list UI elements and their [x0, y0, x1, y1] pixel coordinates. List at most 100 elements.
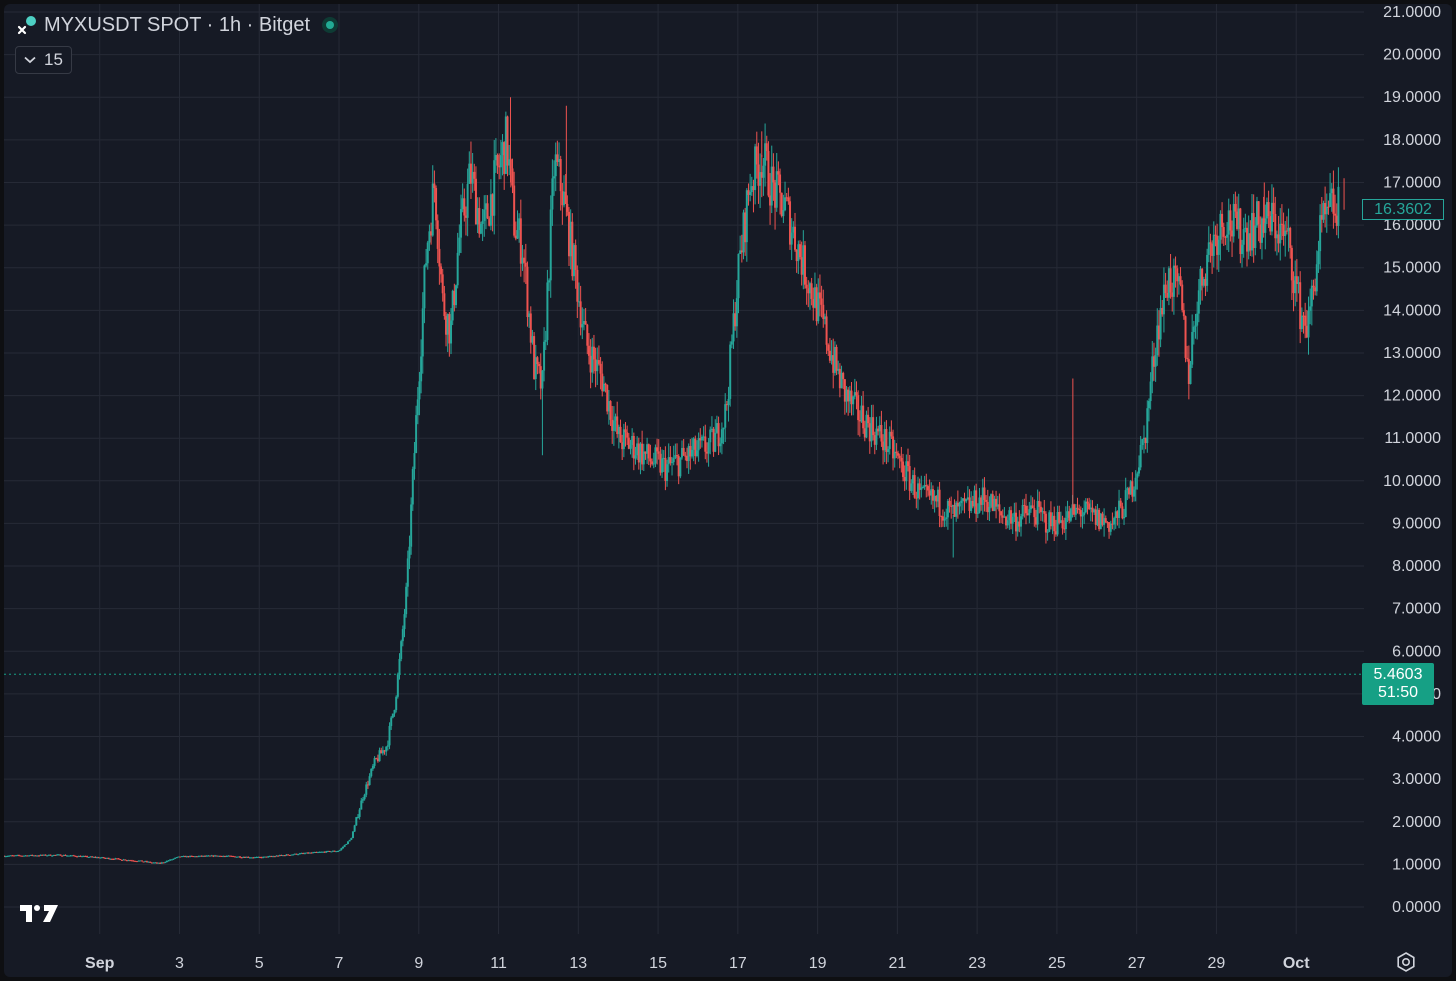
candle-body [832, 355, 835, 373]
candle-body [539, 366, 542, 389]
candle-body [1016, 521, 1019, 532]
candle-body [1227, 210, 1230, 235]
candle-body [1161, 307, 1164, 315]
candle-body [107, 857, 110, 859]
candle-body [946, 500, 949, 518]
candle-body [817, 292, 820, 322]
candle-body [21, 855, 24, 857]
candle-body [762, 165, 765, 178]
time-axis: Sep 3 5 7 9 11 13 15 17 19 21 23 25 27 29 Oct [85, 955, 1310, 972]
candle-body [494, 155, 497, 161]
candle-body [890, 431, 893, 437]
tradingview-logo-icon[interactable] [18, 902, 60, 924]
candle-body [293, 853, 296, 855]
price-chart[interactable]: 21.0000 20.0000 19.0000 18.0000 17.0000 16.00… [4, 4, 1452, 977]
candle-body [445, 316, 448, 335]
candle-body [739, 250, 742, 254]
candle-body [134, 860, 137, 862]
candle-body [1113, 518, 1116, 525]
candle-body [941, 516, 944, 521]
candle-body [549, 209, 552, 281]
candle-body [722, 427, 725, 430]
candle-body [413, 453, 416, 470]
candle-body [770, 166, 773, 206]
x-tick-label: 27 [1128, 955, 1146, 972]
candle-body [928, 490, 931, 496]
candle-body [569, 221, 572, 257]
candle-body [1217, 239, 1220, 255]
candle-body [11, 855, 14, 857]
candle-body [1106, 522, 1109, 524]
candle-body [792, 226, 795, 233]
candle-body [918, 483, 921, 490]
candle-body [255, 857, 258, 859]
candle-body [1131, 481, 1134, 497]
candle-body [1013, 512, 1016, 517]
candle-body [1315, 264, 1318, 292]
candle-body [1054, 531, 1057, 535]
candle-body [970, 500, 973, 511]
indicators-toggle-button[interactable]: 15 [15, 46, 72, 74]
candle-body [39, 854, 42, 856]
candle-body [109, 858, 112, 860]
candle-body [827, 344, 830, 351]
candle-body [323, 851, 326, 853]
candle-body [438, 248, 441, 267]
candle-body [1219, 213, 1222, 240]
candle-body [496, 155, 499, 166]
candle-body [1250, 213, 1253, 251]
candle-body [541, 370, 544, 389]
candle-body [1247, 233, 1250, 252]
candle-body [614, 416, 617, 421]
candle-body [916, 483, 919, 499]
candle-body [1099, 513, 1102, 530]
candle-body [1272, 202, 1275, 214]
candle-body [800, 257, 803, 275]
candle-body [887, 449, 890, 452]
candle-body [24, 855, 27, 857]
candle-body [514, 235, 517, 239]
symbol-title[interactable]: MYXUSDT SPOT · 1h · Bitget [44, 13, 311, 36]
candle-body [973, 490, 976, 507]
candle-body [694, 438, 697, 457]
candle-body [351, 831, 354, 839]
candle-body [52, 854, 55, 856]
candle-body [882, 441, 885, 451]
candle-body [1302, 315, 1305, 317]
candle-body [145, 861, 148, 863]
candle-body [64, 854, 67, 856]
candle-body [1299, 282, 1302, 330]
candle-body [724, 404, 727, 428]
candle-body [356, 816, 359, 818]
candle-body [1015, 512, 1018, 532]
candle-body [504, 116, 507, 174]
candle-body [1212, 234, 1215, 256]
candle-body [61, 855, 64, 857]
candle-body [725, 404, 728, 406]
candle-body [737, 253, 740, 299]
candle-body [62, 854, 65, 856]
x-tick-label: 5 [255, 955, 264, 972]
candle-body [976, 512, 979, 514]
candle-body [563, 191, 566, 206]
candle-body [227, 855, 230, 857]
y-tick-label: 14.0000 [1383, 302, 1441, 319]
candle-body [1324, 203, 1327, 215]
candle-body [97, 857, 100, 859]
candle-body [87, 856, 90, 858]
candle-body [636, 443, 639, 456]
candle-body [488, 218, 491, 226]
candle-body [1089, 507, 1092, 510]
candle-body [34, 855, 37, 857]
settings-icon[interactable] [1395, 951, 1417, 973]
candle-body [130, 860, 133, 862]
candle-body [187, 856, 190, 858]
candle-body [182, 856, 185, 858]
candle-body [730, 341, 733, 345]
candle-body [257, 856, 260, 858]
candle-body [82, 856, 85, 858]
candle-body [199, 855, 202, 857]
candle-body [948, 500, 951, 506]
candle-body [36, 855, 39, 857]
candle-body [988, 506, 991, 513]
